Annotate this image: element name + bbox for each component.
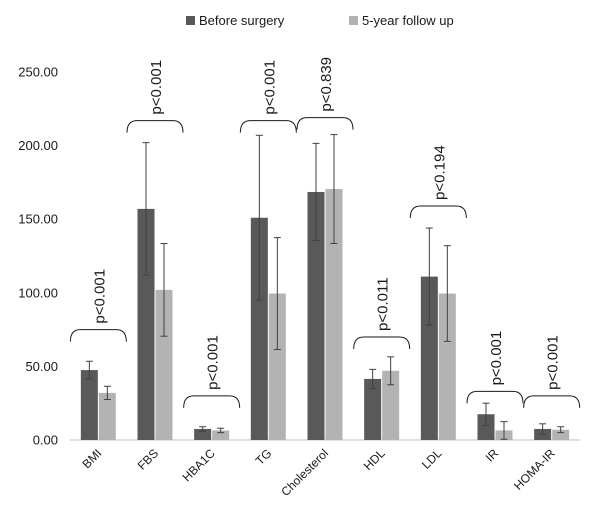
y-tick-label: 200.00 [18,138,58,153]
x-tick-label: HOMA-IR [511,446,558,493]
bar [438,293,456,440]
bars [80,189,570,440]
bar [212,430,230,440]
p-value-label: p<0.001 [205,335,222,390]
p-value-label: p<0.001 [545,335,562,390]
bar [80,370,98,440]
bar [268,293,286,440]
bar [477,414,495,440]
bar [307,191,325,440]
x-tick-label: FBS [135,446,161,472]
significance-bracket [126,120,184,133]
x-tick-label: HDL [361,446,388,473]
y-axis: 0.00 50.00 100.00 150.00 200.00 250.00 [18,65,58,448]
p-value-label: p<0.001 [91,269,108,324]
legend-swatch [186,16,195,25]
significance-bracket [409,205,467,218]
significance-bracket [183,395,241,408]
y-tick-label: 0.00 [33,433,58,448]
significance-bracket [353,336,411,349]
bar [420,276,438,440]
p-value-label: p<0.194 [431,145,448,200]
legend-label: Before surgery [199,13,285,28]
x-tick-label: TG [253,446,275,468]
legend: Before surgery 5-year follow up [186,13,454,28]
significance-annotations: p<0.001 p<0.001 p<0.001 p<0.001 p<0.839 p<0.0… [69,57,581,408]
y-tick-label: 150.00 [18,212,58,227]
x-tick-label: Cholesterol [278,446,331,499]
x-tick-label: HBA1C [180,446,218,484]
p-value-label: p<0.001 [148,60,165,115]
bar [155,289,173,440]
p-value-label: p<0.839 [318,57,335,112]
bar [325,189,343,440]
legend-label: 5-year follow up [362,13,454,28]
legend-swatch [349,16,358,25]
p-value-label: p<0.001 [261,60,278,115]
bar [382,370,400,440]
significance-bracket [239,120,297,133]
y-tick-label: 250.00 [18,65,58,80]
bar [137,208,155,440]
bar [98,392,116,440]
significance-bracket [296,117,354,130]
x-tick-label: IR [483,446,502,465]
p-value-label: p<0.011 [375,277,392,331]
x-tick-label: BMI [79,446,104,471]
p-value-label: p<0.001 [488,331,505,386]
significance-bracket [466,390,524,404]
bar [364,378,382,440]
bar [552,429,570,440]
significance-bracket [69,329,127,342]
x-tick-label: LDL [419,446,445,472]
x-axis: BMI FBS HBA1C TG Cholesterol HDL LDL IR HOMA-IR [70,439,580,499]
significance-bracket [523,395,581,408]
bar [194,428,212,440]
bar [250,217,268,440]
y-tick-label: 100.00 [18,285,58,300]
y-tick-label: 50.00 [25,359,58,374]
error-bars [85,134,565,440]
